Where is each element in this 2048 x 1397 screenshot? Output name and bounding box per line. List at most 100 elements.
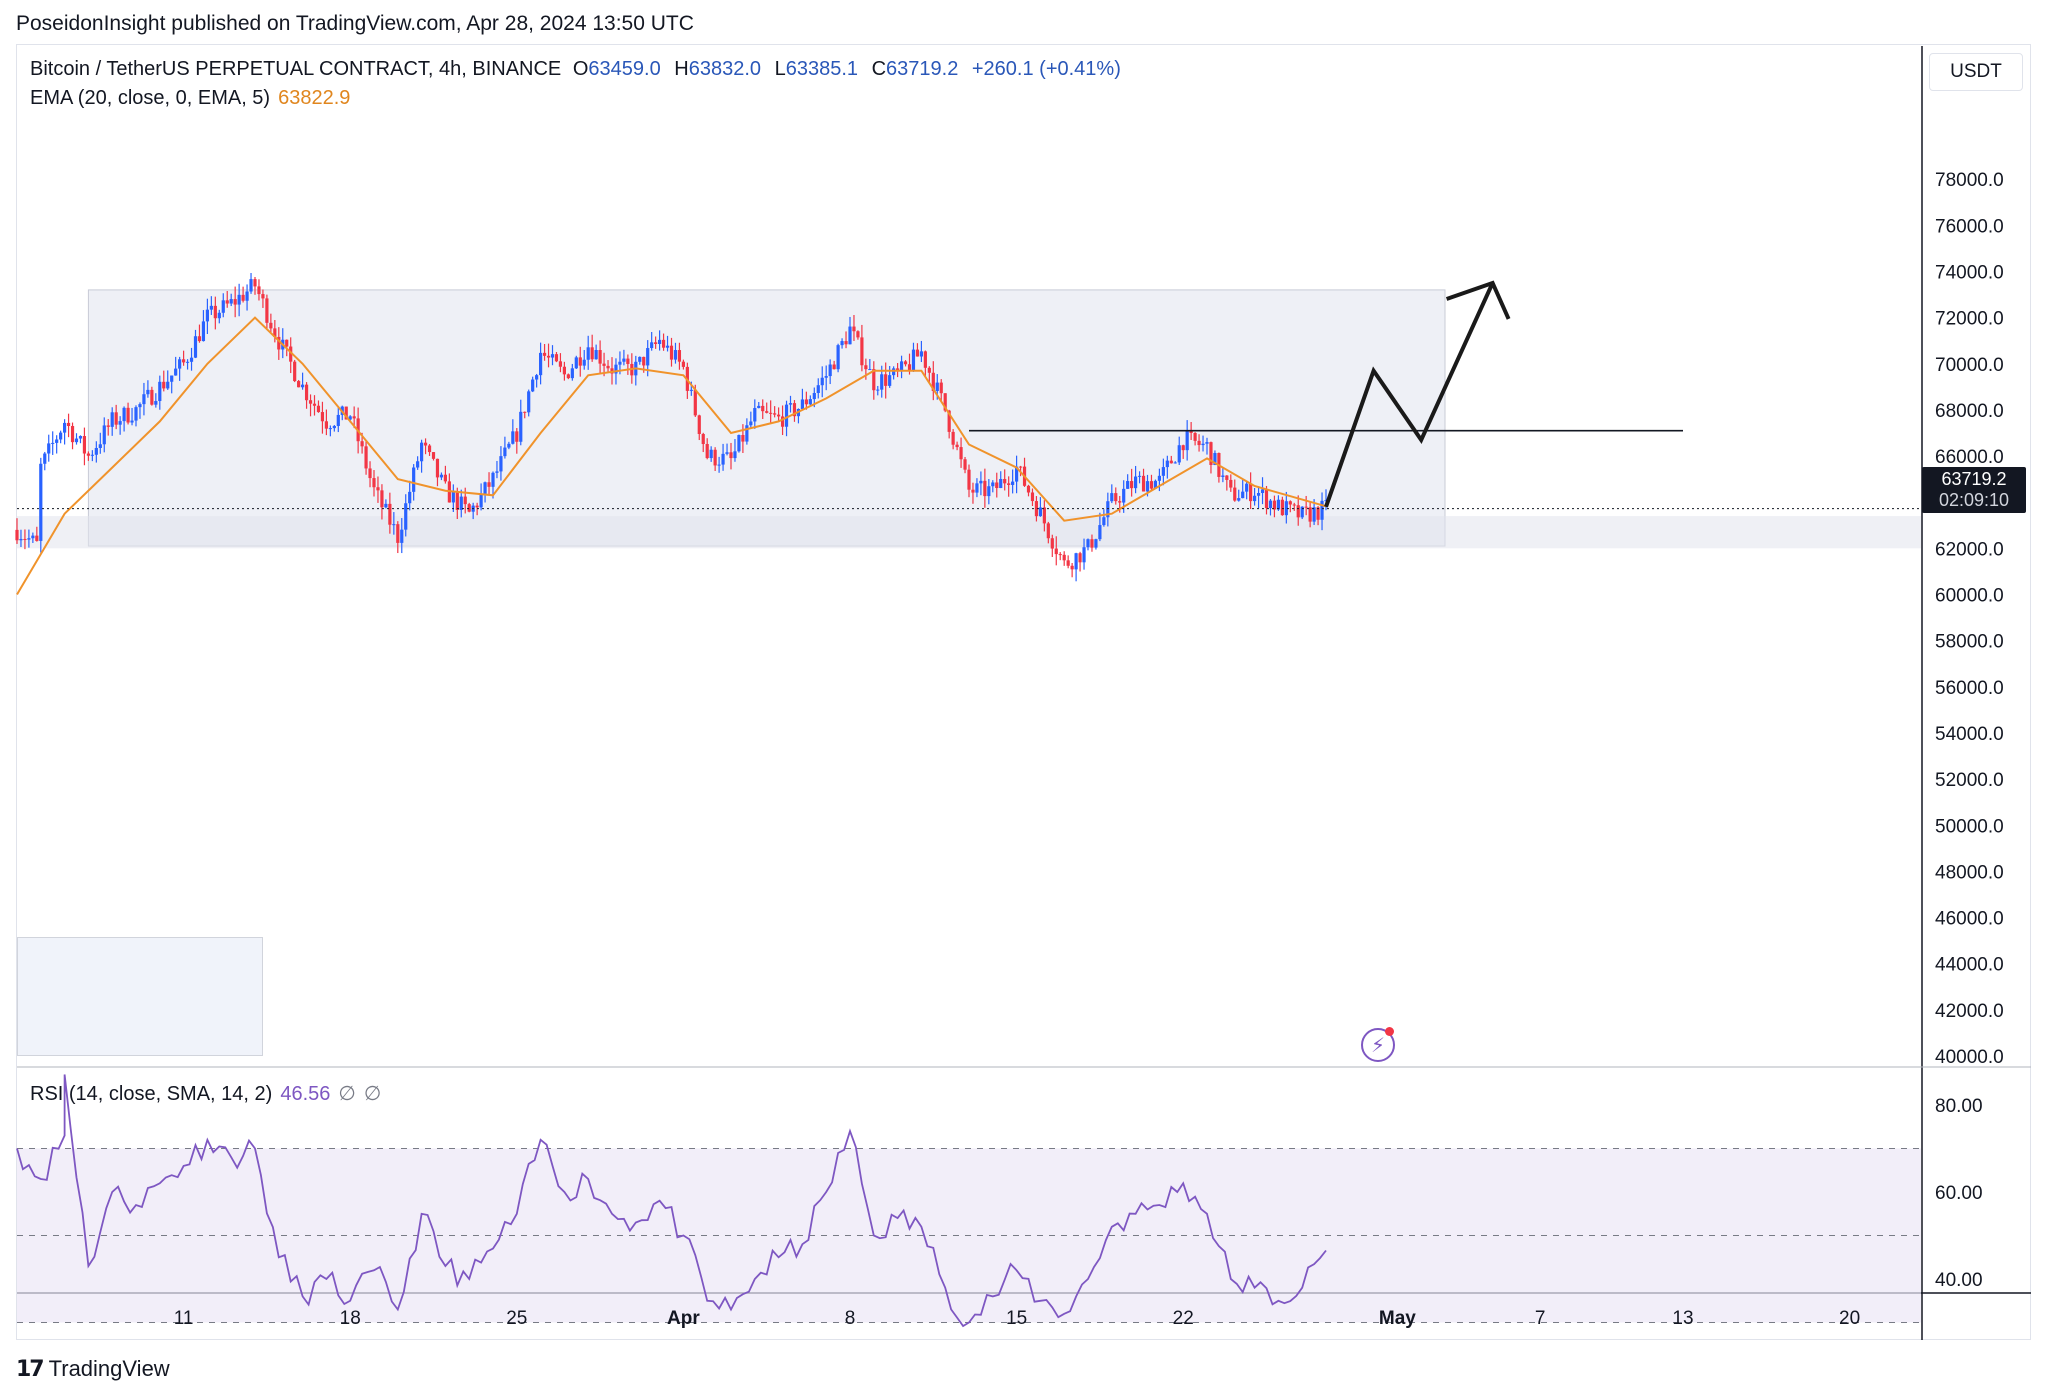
candle-body — [808, 399, 812, 405]
candle-body — [392, 524, 396, 526]
candle-body — [804, 399, 808, 405]
high-label: H — [674, 58, 689, 80]
candle-body — [626, 358, 630, 364]
time-tick-label: 13 — [1672, 1308, 1693, 1329]
candle-body — [1090, 539, 1094, 548]
rsi-legend[interactable]: RSI (14, close, SMA, 14, 2) 46.56 ∅ ∅ — [30, 1081, 381, 1106]
candle-body — [784, 404, 789, 427]
candle-body — [527, 391, 531, 413]
candle-body — [828, 364, 832, 377]
candle-body — [769, 412, 773, 414]
price-tick-label: 58000.0 — [1935, 632, 2004, 653]
candle-body — [963, 459, 967, 470]
candle-body — [780, 416, 785, 427]
candle-body — [745, 425, 749, 442]
candle-body — [824, 376, 828, 378]
candle-body — [31, 535, 35, 539]
candle-body — [170, 375, 174, 382]
candle-body — [693, 389, 697, 416]
ema-label: EMA (20, close, 0, EMA, 5) — [30, 87, 271, 109]
support-zone — [17, 516, 1921, 549]
price-tick-label: 78000.0 — [1935, 170, 2004, 191]
currency-selector[interactable]: USDT — [1929, 53, 2023, 91]
price-tick-label: 76000.0 — [1935, 216, 2004, 237]
candle-body — [475, 505, 479, 508]
candle-body — [404, 503, 408, 530]
candle-body — [253, 279, 257, 287]
candle-body — [197, 336, 202, 342]
symbol-name[interactable]: Bitcoin / TetherUS PERPETUAL CONTRACT, 4… — [30, 58, 562, 80]
lightning-icon[interactable]: ⚡ — [1361, 1028, 1395, 1062]
candle-body — [773, 413, 777, 415]
rsi-label: RSI (14, close, SMA, 14, 2) — [30, 1083, 273, 1105]
candle-body — [138, 404, 142, 408]
chart-frame — [16, 44, 2031, 1340]
candle-body — [122, 407, 126, 422]
footer-brand[interactable]: 𝟭𝟳 TradingView — [16, 1356, 170, 1382]
candle-body — [733, 451, 737, 459]
candle-body — [420, 442, 424, 462]
info-panel — [17, 937, 263, 1056]
candle-body — [78, 436, 83, 439]
candle-body — [1062, 554, 1066, 561]
candle-body — [443, 474, 447, 482]
candle-body — [201, 321, 206, 342]
ema-legend[interactable]: EMA (20, close, 0, EMA, 5) 63822.9 — [30, 87, 350, 110]
candle-body — [967, 469, 971, 490]
candle-body — [102, 425, 106, 445]
candle-body — [669, 345, 674, 360]
candle-body — [467, 504, 471, 512]
candle-body — [570, 368, 574, 379]
candle-body — [479, 493, 483, 508]
candle-body — [360, 441, 364, 447]
candle-body — [324, 421, 328, 429]
candle-body — [249, 279, 253, 292]
candle-body — [757, 405, 761, 409]
candle-body — [1284, 501, 1288, 516]
candle-body — [1094, 539, 1098, 548]
candle-body — [590, 347, 594, 360]
candle-body — [126, 407, 130, 423]
candle-body — [400, 529, 404, 543]
candle-body — [939, 382, 943, 394]
time-tick-label: 7 — [1535, 1308, 1546, 1329]
candle-body — [689, 389, 693, 391]
candle-body — [380, 490, 384, 508]
current-price-value: 63719.2 — [1941, 469, 2007, 489]
ema-line — [16, 316, 1327, 596]
candle-body — [923, 351, 927, 368]
candle-body — [134, 407, 138, 421]
candle-body — [888, 375, 892, 386]
candle-body — [852, 326, 856, 332]
price-tick-label: 70000.0 — [1935, 355, 2004, 376]
candle-body — [1137, 475, 1142, 477]
candle-body — [162, 381, 166, 389]
candle-body — [1165, 460, 1169, 468]
candle-body — [293, 361, 297, 382]
candle-body — [209, 305, 213, 310]
high-value: 63832.0 — [688, 58, 762, 80]
open-value: 63459.0 — [588, 58, 661, 80]
candle-body — [872, 369, 876, 391]
candle-body — [578, 357, 582, 366]
candle-body — [868, 369, 872, 371]
candle-body — [1050, 538, 1054, 549]
candle-body — [1205, 442, 1209, 444]
candle-body — [332, 425, 336, 429]
projection-arrowhead — [1445, 280, 1511, 320]
candle-body — [820, 377, 824, 386]
candle-body — [1237, 498, 1241, 501]
candle-body — [1003, 478, 1007, 484]
candle-body — [856, 331, 860, 338]
candle-body — [665, 345, 670, 348]
candle-body — [511, 431, 515, 444]
candle-body — [63, 422, 67, 433]
candle-body — [312, 403, 317, 406]
candle-body — [602, 363, 606, 366]
candle-body — [316, 405, 321, 413]
candle-body — [1038, 507, 1042, 517]
symbol-legend[interactable]: Bitcoin / TetherUS PERPETUAL CONTRACT, 4… — [30, 58, 1121, 81]
price-tick-label: 74000.0 — [1935, 262, 2004, 283]
candle-body — [130, 420, 134, 423]
